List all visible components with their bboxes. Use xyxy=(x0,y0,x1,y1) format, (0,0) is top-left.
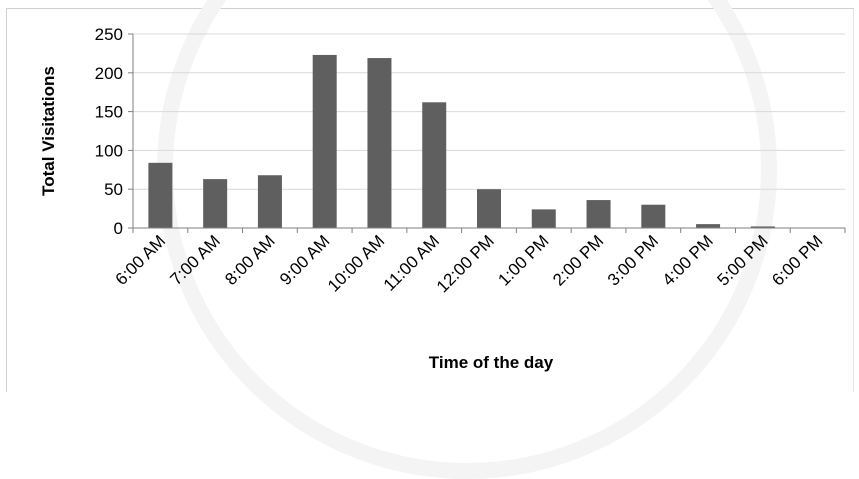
x-axis-title: Time of the day xyxy=(429,353,554,372)
y-tick-label: 0 xyxy=(114,219,123,238)
bar xyxy=(312,54,337,229)
y-tick-label: 200 xyxy=(95,64,123,83)
axes xyxy=(128,33,846,233)
x-tick-label: 2:00 PM xyxy=(549,231,607,289)
bar xyxy=(477,189,501,228)
bar xyxy=(367,58,392,228)
bar xyxy=(203,179,228,228)
y-tick-label: 50 xyxy=(104,180,123,199)
x-tick-label: 12:00 PM xyxy=(433,231,498,296)
bar xyxy=(422,102,447,228)
bar xyxy=(696,224,721,228)
bar xyxy=(148,162,173,228)
x-tick-label: 4:00 PM xyxy=(659,231,717,289)
x-tick-label: 8:00 AM xyxy=(221,231,279,289)
bar xyxy=(531,209,556,228)
bars xyxy=(148,54,775,229)
x-tick-label: 6:00 AM xyxy=(112,231,170,289)
bar xyxy=(750,226,775,228)
gridlines xyxy=(133,33,845,190)
x-tick-label: 6:00 PM xyxy=(768,231,826,289)
bar xyxy=(586,200,611,228)
y-tick-label: 150 xyxy=(95,103,123,122)
x-tick-label: 7:00 AM xyxy=(166,231,224,289)
x-tick-label: 10:00 AM xyxy=(324,231,388,295)
x-tick-label: 1:00 PM xyxy=(494,231,552,289)
x-tick-label: 11:00 AM xyxy=(380,231,443,294)
y-axis-title: Total Visitations xyxy=(39,66,58,196)
y-tick-label: 250 xyxy=(95,25,123,44)
x-tick-label: 3:00 PM xyxy=(604,231,662,289)
x-tick-label: 5:00 PM xyxy=(713,231,771,289)
bar-chart: 0 50 100 150 200 250 6:00 AM7:00 AM8:00 AM9:0… xyxy=(39,25,846,372)
y-tick-labels: 0 50 100 150 200 250 xyxy=(95,25,123,238)
y-tick-label: 100 xyxy=(95,141,123,160)
bar xyxy=(257,175,282,228)
bar xyxy=(641,204,666,228)
